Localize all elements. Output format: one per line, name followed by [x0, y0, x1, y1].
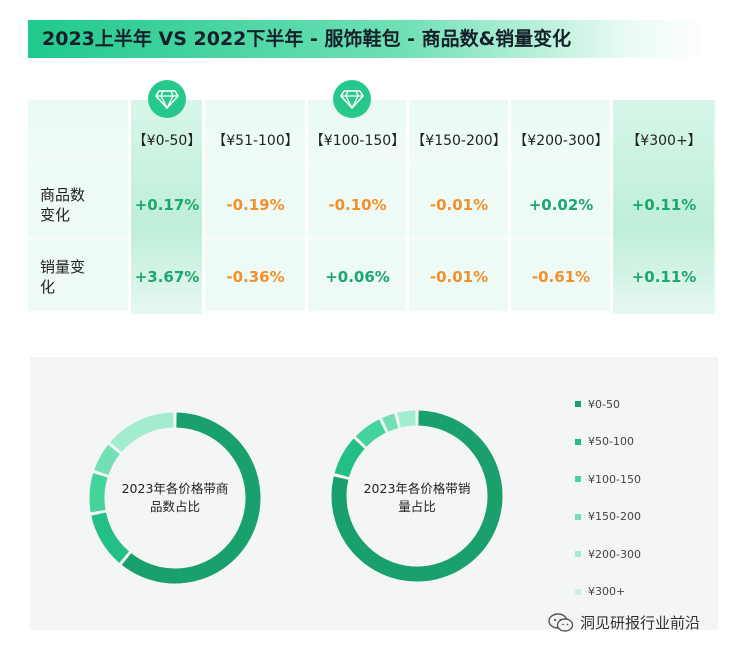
legend-label: ¥200-300 [588, 547, 641, 561]
donut-2-slice-¥0-50 [331, 410, 503, 582]
value-cell: -0.01% [429, 268, 489, 286]
legend-swatch [575, 476, 581, 482]
column-header: 【¥300+】 [626, 133, 702, 149]
legend-swatch [575, 551, 581, 557]
column-divider [406, 100, 409, 314]
column-header: 【¥51-100】 [212, 133, 299, 149]
donut-2-slice-¥50-100 [334, 438, 365, 478]
legend-swatch [575, 438, 581, 445]
legend-item: ¥50-100 [575, 435, 634, 449]
column-divider [305, 100, 308, 314]
row-label: 商品数变化 [40, 186, 86, 224]
diamond-icon [333, 80, 371, 118]
donut-panel [30, 357, 718, 630]
page-title: 2023上半年 VS 2022下半年 - 服饰鞋包 - 商品数&销量变化 [42, 28, 572, 50]
legend-swatch [575, 588, 581, 595]
diamond-icon [148, 80, 186, 118]
value-cell: +0.17% [134, 196, 200, 214]
column-divider [128, 100, 131, 314]
value-cell: +3.67% [134, 268, 200, 286]
column-divider [610, 100, 613, 314]
value-cell: -0.61% [531, 268, 591, 286]
legend-label: ¥150-200 [588, 510, 641, 523]
value-cell: -0.19% [226, 196, 285, 214]
column-header: 【¥100-150】 [309, 133, 406, 149]
legend-label: ¥50-100 [588, 435, 634, 448]
comparison-table: 【¥0-50】 【¥51-100】 【¥100-150】 【¥150-200】 【¥20… [28, 100, 716, 314]
row-label: 销量变化 [40, 258, 86, 296]
column-header: 【¥0-50】 [132, 133, 202, 149]
title-banner: 2023上半年 VS 2022下半年 - 服饰鞋包 - 商品数&销量变化 [28, 20, 708, 58]
donut-1-slice-¥0-50 [121, 412, 261, 584]
legend-label: ¥0-50 [588, 397, 620, 411]
wechat-icon [548, 612, 574, 632]
legend-item: ¥150-200 [575, 510, 641, 524]
legend-swatch [575, 401, 581, 407]
legend-item: ¥100-150 [575, 472, 641, 486]
donut-1-slice-¥100-150 [89, 473, 108, 513]
donut-2-slice-¥100-150 [355, 419, 387, 447]
donut-1-slice-¥200-300 [110, 412, 174, 453]
donut-2-center-label: 2023年各价格带销量占比 [363, 481, 471, 514]
donut-1-slice-¥50-100 [91, 512, 130, 563]
legend-item: ¥200-300 [575, 547, 641, 561]
value-cell: -0.10% [328, 196, 387, 214]
value-cell: +0.06% [325, 268, 390, 286]
column-header: 【¥200-300】 [513, 133, 609, 149]
donut-2-slice-¥150-200 [382, 413, 399, 432]
donut-1-slice-¥150-200 [94, 444, 121, 476]
legend-item: ¥0-50 [575, 397, 620, 411]
donut-2-slice-¥200-300 [397, 410, 416, 428]
value-cell: +0.11% [631, 196, 697, 214]
legend-label: ¥300+ [588, 585, 626, 598]
legend-swatch [575, 513, 581, 520]
watermark-text: 洞见研报行业前沿 [580, 614, 701, 632]
watermark: 洞见研报行业前沿 [548, 612, 700, 633]
value-cell: +0.02% [528, 196, 594, 214]
column-header: 【¥150-200】 [411, 133, 507, 149]
value-cell: -0.36% [226, 268, 285, 286]
highlight-column [612, 100, 714, 314]
value-cell: +0.11% [631, 268, 697, 286]
column-divider [508, 100, 511, 314]
column-divider [202, 100, 205, 314]
legend-label: ¥100-150 [588, 472, 641, 486]
legend-item: ¥300+ [575, 585, 625, 599]
highlight-column [130, 100, 202, 314]
value-cell: -0.01% [429, 196, 489, 214]
donut-1-center-label: 2023年各价格带商品数占比 [121, 481, 229, 514]
